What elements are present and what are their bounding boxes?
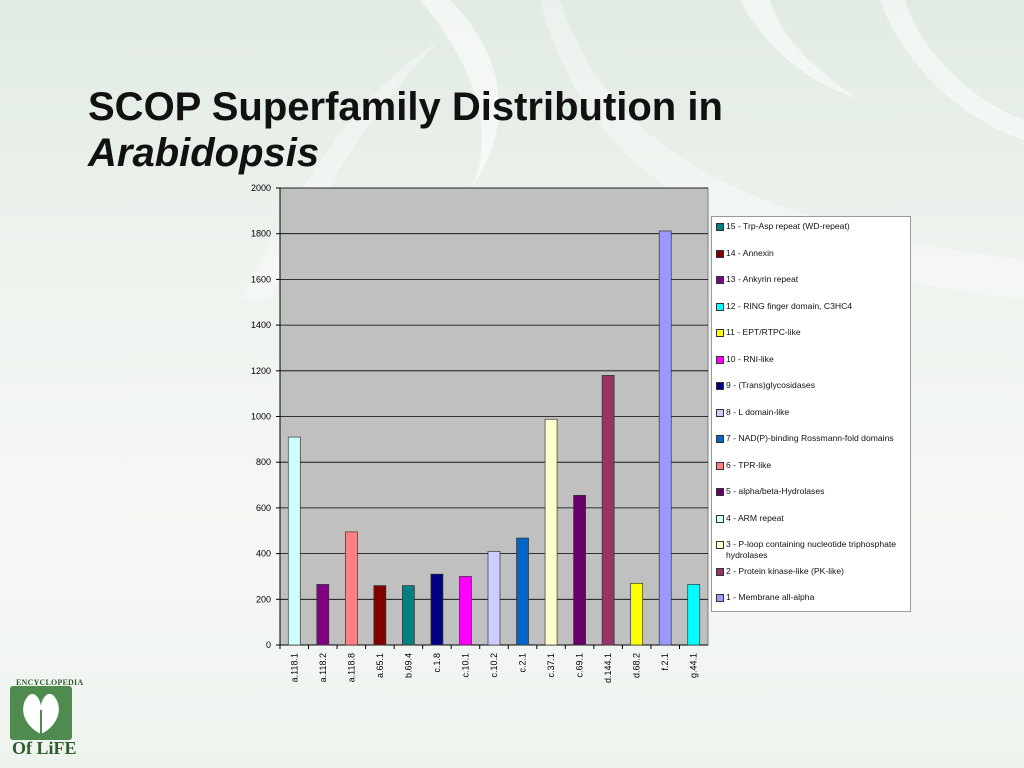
y-tick-label: 1200	[251, 366, 271, 376]
bar-d.144.1	[601, 375, 615, 646]
legend-label: 11 - EPT/RTPC-like	[726, 327, 801, 337]
bar-f.2.1	[658, 230, 672, 646]
legend-item: 10 - RNI-like	[715, 354, 911, 365]
x-tick-label: b.69.4	[403, 653, 413, 678]
bar-c.1.8	[430, 573, 444, 646]
eol-logo-icon	[10, 686, 72, 740]
legend-label: 14 - Annexin	[726, 247, 774, 258]
legend-label: 15 - Trp-Asp repeat (WD-repeat)	[726, 221, 850, 231]
legend-item: 15 - Trp-Asp repeat (WD-repeat)	[715, 221, 911, 232]
x-tick-label: a.118.2	[318, 653, 328, 682]
bar-c.37.1	[544, 418, 558, 646]
legend-swatch	[716, 276, 724, 284]
legend-swatch	[716, 594, 724, 602]
legend-label: 9 - (Trans)glycosidases	[726, 380, 815, 390]
legend-item: 3 - P-loop containing nucleotide triphos…	[715, 539, 911, 561]
legend-swatch	[716, 461, 724, 470]
bar-a.118.1	[287, 436, 301, 646]
x-tick-label: d.68.2	[632, 653, 642, 678]
legend-swatch	[716, 355, 724, 364]
legend-swatch	[716, 223, 724, 231]
y-tick-label: 1400	[251, 320, 271, 330]
y-tick-label: 800	[256, 457, 271, 467]
legend-label: 5 - alpha/beta-Hydrolases	[726, 486, 825, 496]
legend-item: 14 - Annexin	[715, 248, 911, 259]
legend-label: 6 - TPR-like	[726, 459, 772, 470]
legend-swatch	[716, 249, 724, 258]
y-tick-label: 0	[266, 640, 271, 650]
y-tick-label: 2000	[251, 183, 271, 193]
x-tick-label: d.144.1	[603, 653, 613, 683]
y-tick-label: 600	[256, 503, 271, 513]
legend-label: 3 - P-loop containing nucleotide triphos…	[726, 539, 897, 560]
legend-label: 4 - ARM repeat	[726, 512, 784, 523]
legend-item: 11 - EPT/RTPC-like	[715, 327, 911, 338]
legend-item: 7 - NAD(P)-binding Rossmann-fold domains	[715, 433, 911, 444]
x-tick-label: c.69.1	[575, 653, 585, 678]
legend-label: 10 - RNI-like	[726, 353, 774, 364]
x-tick-label: g.44.1	[689, 653, 699, 678]
bar-a.65.1	[373, 585, 387, 646]
legend-swatch	[716, 408, 724, 417]
x-tick-label: c.37.1	[546, 653, 556, 678]
legend-swatch	[716, 541, 724, 549]
legend-swatch	[716, 302, 724, 311]
legend-item: 9 - (Trans)glycosidases	[715, 380, 911, 391]
legend-swatch	[716, 514, 724, 523]
chart-legend: 15 - Trp-Asp repeat (WD-repeat) 14 - Anne…	[711, 216, 911, 612]
bar-g.44.1	[687, 584, 701, 646]
title-line-1: SCOP Superfamily Distribution in	[88, 85, 723, 129]
legend-item: 2 - Protein kinase-like (PK-like)	[715, 566, 911, 577]
bar-c.69.1	[573, 494, 586, 646]
legend-item: 13 - Ankyrin repeat	[715, 274, 911, 285]
legend-item: 4 - ARM repeat	[715, 513, 911, 524]
legend-item: 6 - TPR-like	[715, 460, 911, 471]
x-tick-label: c.10.1	[460, 653, 470, 678]
legend-swatch	[716, 435, 724, 443]
bar-a.118.8	[344, 531, 358, 646]
x-tick-label: a.118.8	[346, 653, 356, 682]
y-tick-label: 1800	[251, 229, 271, 239]
slide-title: SCOP Superfamily Distribution in Arabido…	[88, 84, 848, 176]
legend-label: 1 - Membrane all-alpha	[726, 592, 815, 602]
legend-label: 8 - L domain-like	[726, 406, 790, 417]
bar-b.69.4	[402, 585, 415, 646]
title-line-2: Arabidopsis	[88, 131, 320, 175]
legend-swatch	[716, 329, 724, 337]
legend-label: 13 - Ankyrin repeat	[726, 274, 799, 284]
x-tick-label: a.118.1	[289, 653, 299, 682]
legend-swatch	[716, 488, 724, 496]
x-tick-label: a.65.1	[375, 653, 385, 678]
logo-bottom-text: Of LiFE	[12, 738, 77, 758]
x-tick-label: f.2.1	[660, 653, 670, 671]
y-tick-label: 200	[256, 594, 271, 604]
logo-top-text: ENCYCLOPEDIA	[16, 678, 84, 687]
x-tick-label: c.1.8	[432, 653, 442, 673]
legend-swatch	[716, 382, 724, 390]
y-tick-label: 1600	[251, 274, 271, 284]
bar-c.10.2	[487, 550, 501, 646]
legend-swatch	[716, 567, 724, 576]
bar-c.2.1	[516, 537, 529, 646]
bar-a.118.2	[316, 584, 330, 646]
legend-item: 8 - L domain-like	[715, 407, 911, 418]
legend-label: 7 - NAD(P)-binding Rossmann-fold domains	[726, 433, 894, 443]
y-tick-label: 400	[256, 549, 271, 559]
bar-d.68.2	[630, 582, 644, 646]
legend-item: 1 - Membrane all-alpha	[715, 592, 911, 603]
x-tick-label: c.2.1	[518, 653, 528, 673]
x-tick-label: c.10.2	[489, 653, 499, 678]
bar-c.10.1	[459, 576, 472, 646]
legend-item: 12 - RING finger domain, C3HC4	[715, 301, 911, 312]
legend-label: 2 - Protein kinase-like (PK-like)	[726, 565, 844, 576]
legend-item: 5 - alpha/beta-Hydrolases	[715, 486, 911, 497]
y-tick-label: 1000	[251, 412, 271, 422]
legend-label: 12 - RING finger domain, C3HC4	[726, 300, 853, 311]
